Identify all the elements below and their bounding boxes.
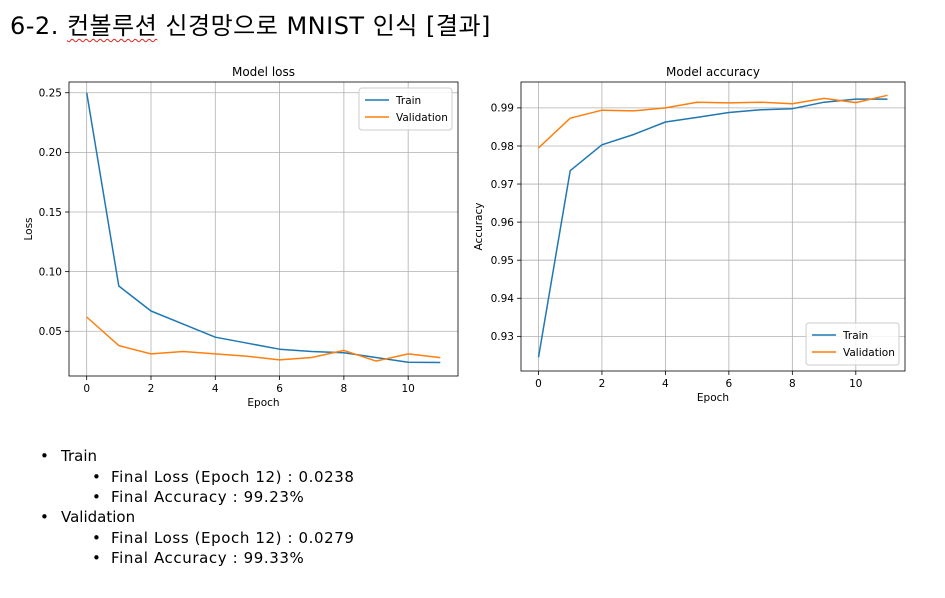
x-tick-label: 2 [599,378,606,390]
x-tick-label: 4 [212,383,219,395]
title-rest: 신경망으로 MNIST 인식 [결과] [157,12,491,40]
plot-frame [68,81,459,377]
y-tick-label: 0.05 [39,326,62,338]
chart-title: Model accuracy [666,65,760,79]
y-tick-label: 0.20 [39,147,62,159]
y-axis-label: Loss [23,217,35,240]
legend-label-validation: Validation [843,347,895,359]
y-tick-label: 0.99 [491,103,514,115]
y-tick-label: 0.97 [491,179,514,191]
x-tick-label: 4 [662,378,669,390]
x-tick-label: 6 [276,383,283,395]
x-tick-label: 0 [535,378,542,390]
results-list: Train Final Loss (Epoch 12) : 0.0238 Fin… [40,446,355,568]
legend: Train Validation [805,322,900,366]
x-tick-label: 10 [401,383,414,395]
y-tick-label: 0.25 [39,88,62,100]
accuracy-chart: 0 2 4 6 8 10 0.93 0.94 0.95 0.96 0.97 0.98 0.99 Model… [468,60,923,410]
title-prefix: 6-2. [10,12,67,40]
validation-bullet: Validation [40,507,355,528]
legend-box [358,87,453,131]
y-tick-label: 0.94 [491,293,515,305]
train-loss-bullet: Final Loss (Epoch 12) : 0.0238 [40,467,355,487]
validation-loss-bullet: Final Loss (Epoch 12) : 0.0279 [40,528,355,548]
train-bullet: Train [40,446,355,467]
chart-svg: 0 2 4 6 8 10 0.05 0.10 0.15 0.20 0.25 Model loss Epo… [23,65,459,409]
x-axis-label: Epoch [247,397,279,409]
legend-label-train: Train [395,95,421,107]
y-tick-label: 0.10 [39,266,62,278]
y-axis-label: Accuracy [473,203,485,251]
x-tick-label: 6 [726,378,733,390]
y-tick-label: 0.93 [491,331,514,343]
series-line-train [85,92,441,364]
train-accuracy-bullet: Final Accuracy : 99.23% [40,487,355,507]
legend-label-train: Train [842,330,868,342]
loss-chart: 0 2 4 6 8 10 0.05 0.10 0.15 0.20 0.25 Model loss Epo… [18,60,468,410]
chart-title: Model loss [232,65,295,79]
series-line-validation [86,316,441,362]
legend: Train Validation [358,87,453,131]
x-tick-label: 8 [789,378,796,390]
x-tick-label: 8 [341,383,348,395]
validation-accuracy-bullet: Final Accuracy : 99.33% [40,548,355,568]
series-line-train [537,98,888,358]
x-axis-label: Epoch [697,392,729,404]
legend-box [805,322,900,366]
series-line-validation [537,94,888,149]
x-tick-label: 2 [148,383,155,395]
y-tick-label: 0.15 [39,207,62,219]
legend-label-validation: Validation [396,112,448,124]
y-tick-label: 0.95 [491,255,514,267]
y-tick-label: 0.96 [491,217,515,229]
slide-title: 6-2. 컨볼루션 신경망으로 MNIST 인식 [결과] [10,6,491,41]
x-tick-label: 10 [849,378,862,390]
title-spellcheck-word: 컨볼루션 [66,12,158,40]
y-tick-label: 0.98 [491,141,514,153]
chart-svg: 0 2 4 6 8 10 0.93 0.94 0.95 0.96 0.97 0.98 0.99 Model… [473,65,906,404]
plot-frame [520,81,906,372]
x-tick-label: 0 [83,383,90,395]
